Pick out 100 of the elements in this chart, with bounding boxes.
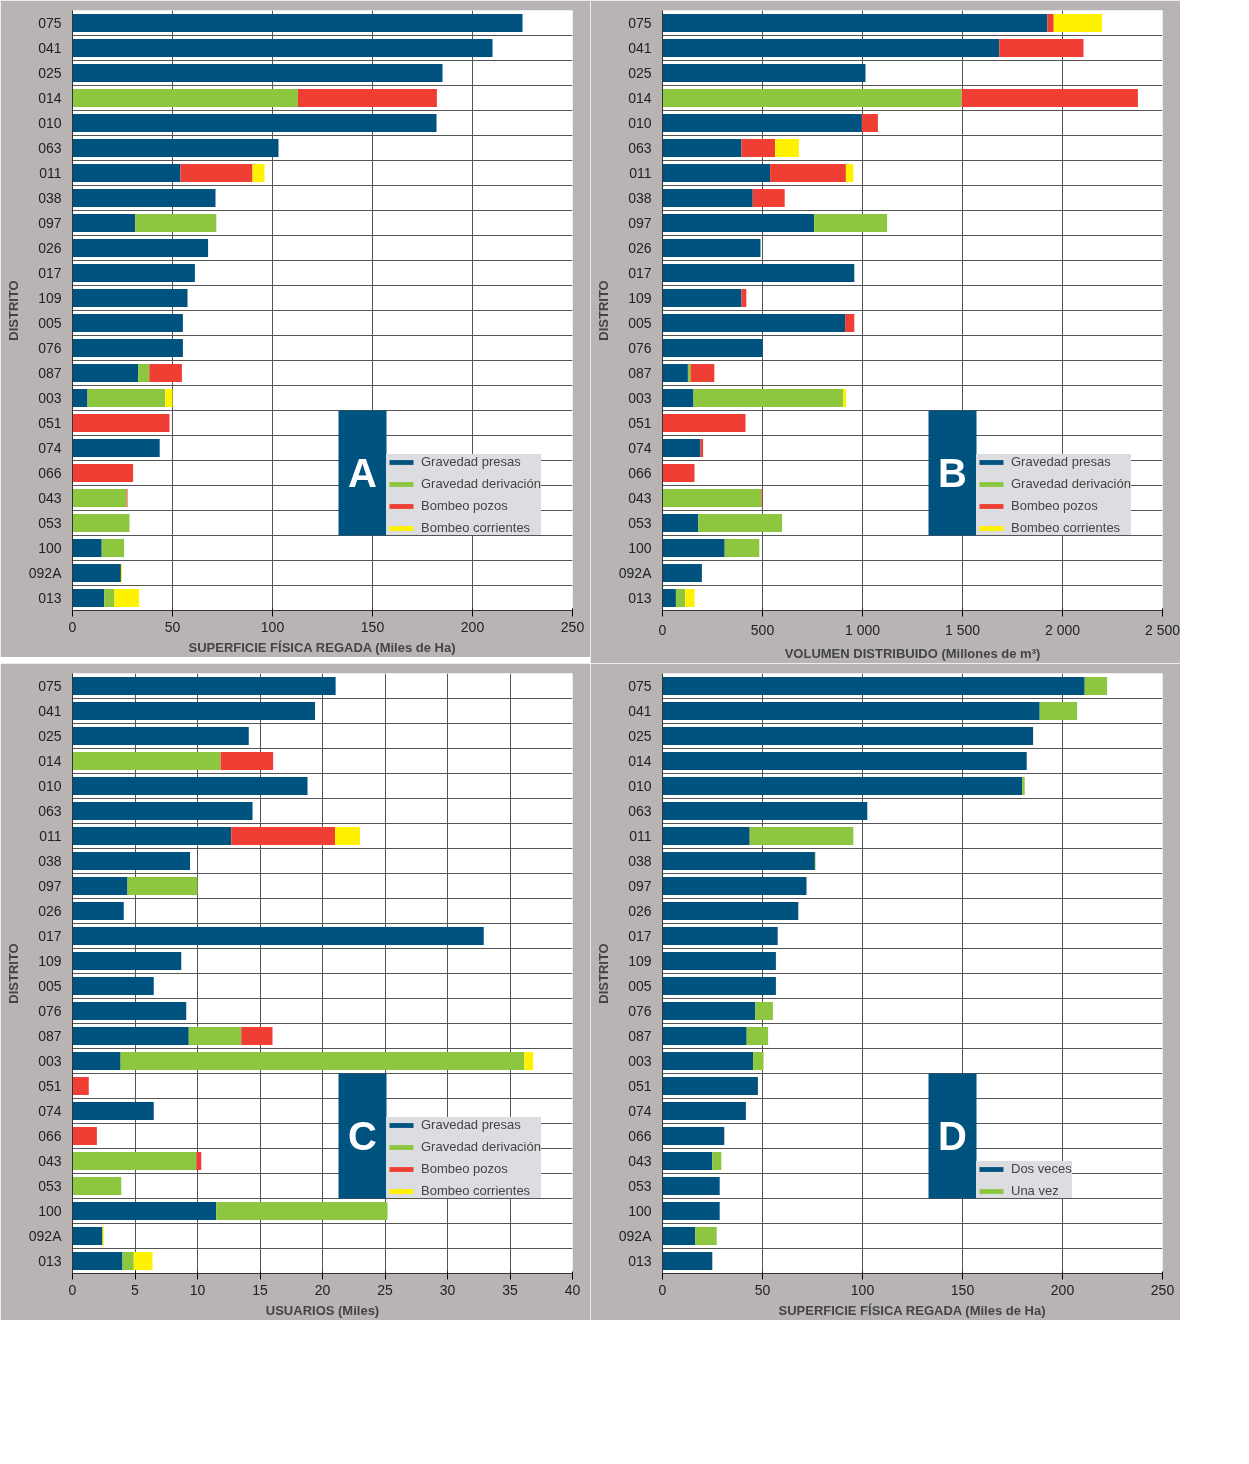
bar [252, 164, 265, 182]
bar [216, 1202, 388, 1220]
y-tick-label: 074 [38, 440, 62, 456]
y-tick-label: 051 [628, 415, 652, 431]
y-axis-title: DISTRITO [595, 943, 611, 1004]
bar [524, 1052, 534, 1070]
y-tick-label: 087 [628, 365, 652, 381]
bar [695, 1227, 717, 1245]
y-tick-label: 051 [38, 1078, 62, 1094]
y-tick-label: 075 [38, 678, 62, 694]
y-tick-label: 013 [628, 590, 652, 606]
legend-label: Una vez [1011, 1183, 1059, 1198]
y-tick-label: 025 [38, 728, 62, 744]
y-tick-label: 014 [628, 753, 652, 769]
legend-label: Bombeo corrientes [1011, 520, 1121, 535]
y-tick-label: 005 [38, 315, 62, 331]
bar [72, 952, 182, 970]
x-axis-title: VOLUMEN DISTRIBUIDO (Millones de m³) [784, 645, 1041, 661]
bar [196, 1152, 202, 1170]
legend-label: Bombeo pozos [421, 1161, 508, 1176]
bar [741, 139, 776, 157]
y-tick-label: 076 [38, 340, 62, 356]
y-tick-label: 051 [38, 415, 62, 431]
bar [149, 364, 182, 382]
bar [1053, 14, 1103, 32]
text: D [938, 1114, 967, 1158]
bar [72, 164, 181, 182]
y-tick-label: 109 [38, 953, 62, 969]
bar [72, 39, 493, 57]
y-tick-label: 092A [28, 1228, 63, 1244]
y-tick-label: 013 [38, 590, 62, 606]
y-tick-label: 092A [618, 565, 653, 581]
bar [662, 389, 694, 407]
y-tick-label: 087 [38, 1028, 62, 1044]
bar [843, 389, 847, 407]
bar [72, 139, 279, 157]
bar [662, 464, 695, 482]
bar [662, 1202, 720, 1220]
y-tick-label: 041 [628, 40, 652, 56]
y-tick-label: 076 [628, 1003, 652, 1019]
bar [693, 389, 844, 407]
bar [72, 114, 437, 132]
y-tick-label: 076 [38, 1003, 62, 1019]
bar [72, 239, 209, 257]
y-tick-label: 074 [38, 1103, 62, 1119]
y-tick-label: 087 [628, 1028, 652, 1044]
y-tick-label: 010 [38, 778, 62, 794]
y-tick-label: 038 [38, 190, 62, 206]
x-tick-label: 100 [850, 1281, 875, 1298]
bar [220, 752, 274, 770]
bar [662, 927, 778, 945]
x-tick-label: 0 [658, 621, 667, 638]
y-tick-label: 097 [38, 215, 62, 231]
y-tick-label: 100 [628, 1203, 652, 1219]
bar [687, 364, 691, 382]
y-tick-label: 025 [628, 728, 652, 744]
y-tick-label: 038 [38, 853, 62, 869]
x-tick-label: 1 000 [844, 621, 881, 638]
bar [1084, 677, 1108, 695]
x-tick-label: 10 [189, 1281, 206, 1298]
bar [72, 1077, 89, 1095]
bar [335, 827, 360, 845]
bar [72, 589, 105, 607]
bar [72, 1002, 187, 1020]
y-tick-label: 066 [628, 1128, 652, 1144]
bar [87, 389, 166, 407]
bar [72, 64, 443, 82]
y-tick-label: 087 [38, 365, 62, 381]
y-tick-label: 005 [628, 978, 652, 994]
legend-label: Dos veces [1011, 1161, 1072, 1176]
bar [104, 589, 115, 607]
bar [72, 852, 190, 870]
bar [662, 414, 746, 432]
y-axis-title: DISTRITO [595, 280, 611, 341]
x-tick-label: 100 [260, 618, 285, 635]
bar [1047, 14, 1054, 32]
bar [72, 1202, 217, 1220]
bar [72, 189, 216, 207]
y-tick-label: 063 [628, 140, 652, 156]
bar [662, 752, 1027, 770]
legend-label: Gravedad derivación [421, 1139, 541, 1154]
x-tick-label: 250 [1150, 1281, 1175, 1298]
y-tick-label: 076 [628, 340, 652, 356]
bar [120, 1052, 525, 1070]
y-tick-label: 014 [38, 90, 62, 106]
bar [662, 977, 776, 995]
y-tick-label: 053 [628, 1178, 652, 1194]
bar [662, 1227, 696, 1245]
bar [690, 364, 715, 382]
y-tick-label: 017 [38, 265, 62, 281]
x-tick-label: 200 [1050, 1281, 1075, 1298]
x-tick-label: 0 [658, 1281, 667, 1298]
x-tick-label: 2 500 [1144, 621, 1181, 638]
y-tick-label: 075 [628, 678, 652, 694]
y-tick-label: 011 [629, 828, 652, 844]
y-tick-label: 026 [38, 903, 62, 919]
y-tick-label: 100 [38, 1203, 62, 1219]
x-tick-label: 50 [754, 1281, 771, 1298]
y-tick-label: 053 [38, 1178, 62, 1194]
bar [662, 1102, 746, 1120]
